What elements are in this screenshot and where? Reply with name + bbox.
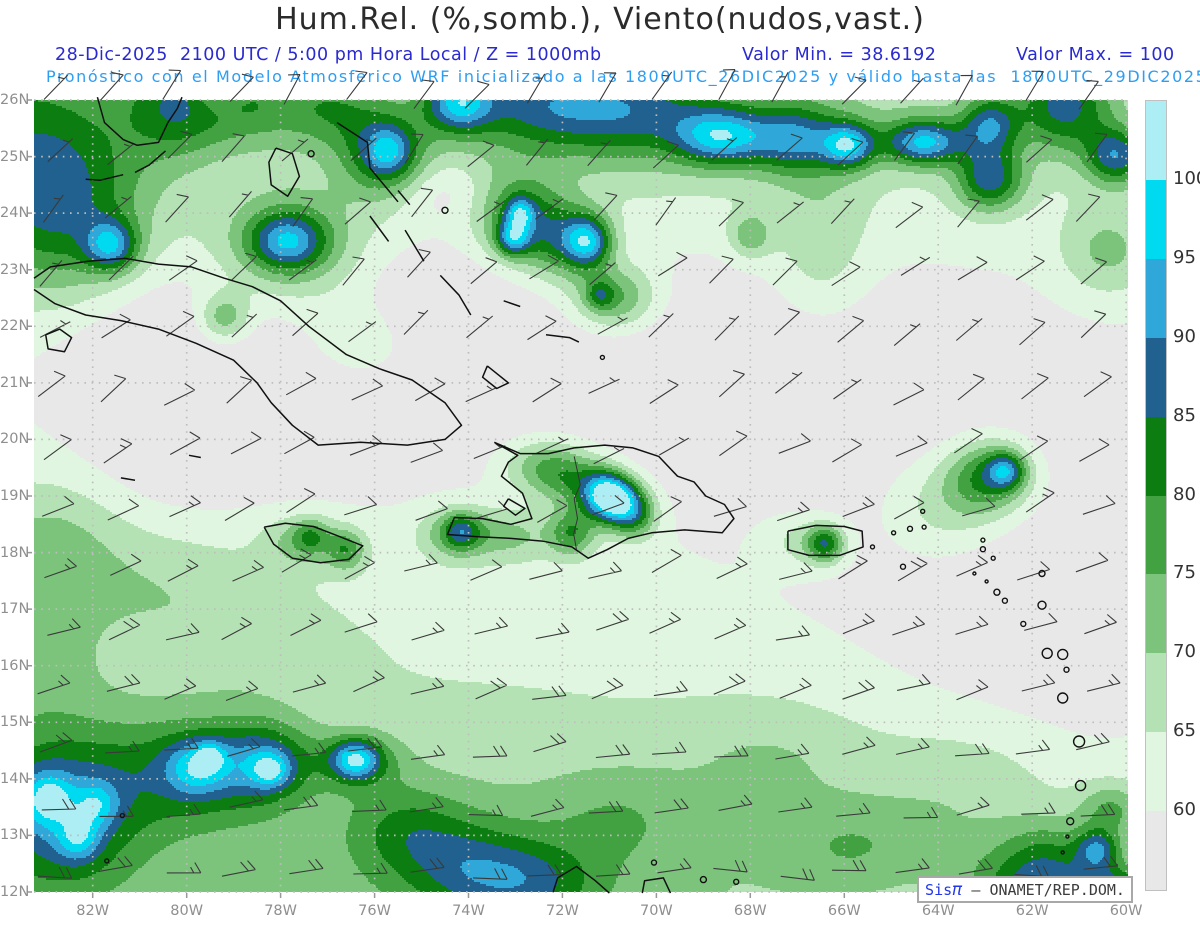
value-max-label: Valor Max. = 100: [1016, 45, 1175, 65]
colorbar-label: 100: [1173, 167, 1200, 189]
colorbar-label: 95: [1173, 246, 1196, 268]
lon-tick-label: 82W: [76, 903, 110, 919]
lon-tick-label: 60W: [1109, 903, 1143, 919]
lat-tick-label: 20N: [0, 431, 30, 448]
colorbar: [1145, 100, 1167, 891]
lat-tick-label: 15N: [0, 714, 30, 731]
colorbar-segment: [1146, 416, 1166, 496]
branding-box: Sis π – ONAMET/REP.DOM.: [917, 876, 1133, 903]
sispi-logo-pi-icon: π: [952, 879, 963, 900]
lon-tick-label: 72W: [546, 903, 579, 919]
lon-tick-label: 76W: [358, 903, 391, 919]
lon-tick-label: 80W: [170, 903, 204, 919]
colorbar-segment: [1146, 811, 1166, 891]
lon-tick-label: 64W: [921, 903, 955, 919]
lat-tick-label: 21N: [0, 374, 30, 391]
colorbar-label: 75: [1173, 562, 1196, 584]
colorbar-segment: [1146, 101, 1166, 180]
colorbar-segment: [1146, 179, 1166, 259]
colorbar-segment: [1146, 574, 1166, 654]
lat-tick-label: 16N: [0, 657, 30, 674]
lon-tick-label: 74W: [452, 903, 485, 919]
colorbar-segment: [1146, 732, 1166, 812]
lon-tick-label: 68W: [733, 903, 767, 919]
sispi-logo-sis: Sis: [925, 880, 953, 899]
lat-tick-label: 12N: [0, 884, 30, 900]
humidity-field-canvas: [34, 100, 1128, 892]
colorbar-label: 70: [1173, 641, 1196, 663]
colorbar-label: 85: [1173, 404, 1196, 426]
colorbar-label: 65: [1173, 720, 1196, 742]
valid-time-line: 28-Dic-2025 2100 UTC / 5:00 pm Hora Loca…: [55, 45, 602, 65]
lat-tick-label: 14N: [0, 770, 30, 787]
colorbar-label: 90: [1173, 325, 1196, 347]
lat-tick-label: 17N: [0, 601, 30, 618]
lon-tick-label: 62W: [1015, 903, 1049, 919]
lat-tick-label: 22N: [0, 318, 30, 335]
lat-tick-label: 24N: [0, 205, 30, 222]
map-area: [27, 69, 1128, 898]
colorbar-segment: [1146, 653, 1166, 733]
colorbar-label: 80: [1173, 483, 1196, 505]
lon-tick-label: 78W: [264, 903, 297, 919]
lat-tick-label: 13N: [0, 827, 30, 844]
colorbar-segment: [1146, 495, 1166, 575]
branding-org-label: – ONAMET/REP.DOM.: [962, 880, 1125, 899]
model-info-line: Pronóstico con el Modelo Atmosferico WRF…: [46, 67, 1200, 86]
colorbar-segment: [1146, 337, 1166, 417]
value-min-label: Valor Min. = 38.6192: [742, 45, 937, 65]
lat-tick-label: 25N: [0, 148, 30, 165]
colorbar-segment: [1146, 258, 1166, 338]
lon-tick-label: 70W: [639, 903, 673, 919]
chart-title: Hum.Rel. (%,somb.), Viento(nudos,vast.): [275, 2, 925, 37]
lat-tick-label: 23N: [0, 261, 30, 278]
lon-tick-label: 66W: [827, 903, 861, 919]
lat-tick-label: 26N: [0, 92, 30, 108]
colorbar-label: 60: [1173, 799, 1196, 821]
lat-tick-label: 18N: [0, 544, 30, 561]
lat-tick-label: 19N: [0, 488, 30, 504]
